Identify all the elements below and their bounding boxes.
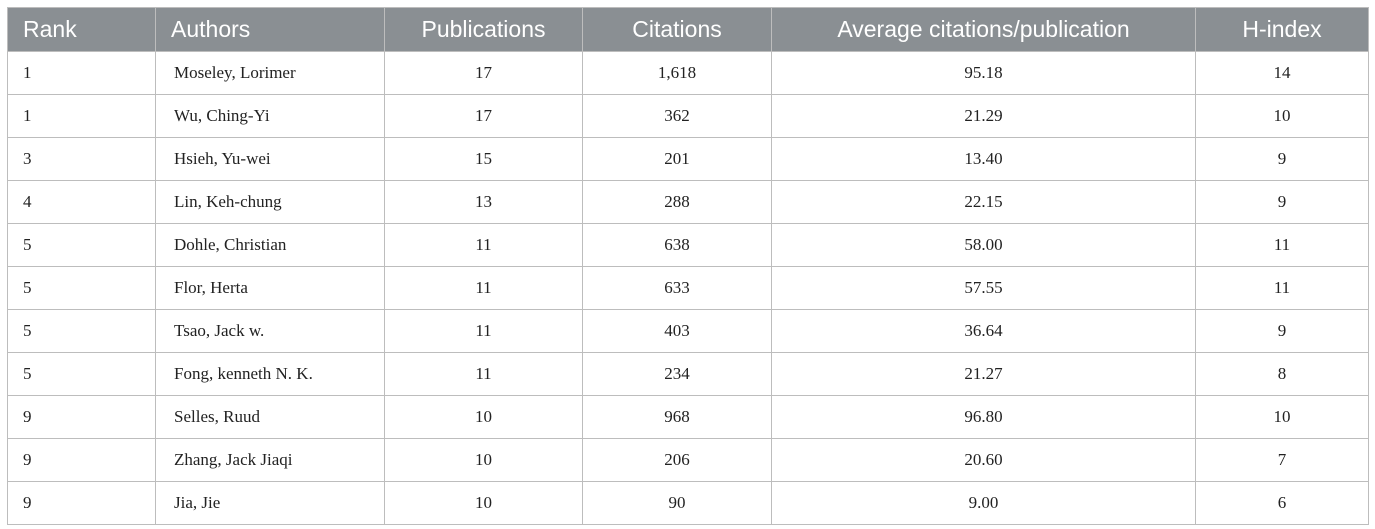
average-citations-cell: 58.00 (771, 223, 1196, 267)
table-row: 3 Hsieh, Yu-wei 15 201 13.40 9 (7, 137, 1369, 181)
citations-cell: 362 (582, 94, 772, 138)
author-cell: Tsao, Jack w. (155, 309, 385, 353)
h-index-cell: 10 (1195, 94, 1369, 138)
citations-cell: 403 (582, 309, 772, 353)
header-row: Rank Authors Publications Citations Aver… (7, 7, 1369, 52)
h-index-cell: 10 (1195, 395, 1369, 439)
average-citations-cell: 20.60 (771, 438, 1196, 482)
table-row: 1 Moseley, Lorimer 17 1,618 95.18 14 (7, 51, 1369, 95)
average-citations-cell: 57.55 (771, 266, 1196, 310)
average-citations-cell: 36.64 (771, 309, 1196, 353)
author-cell: Hsieh, Yu-wei (155, 137, 385, 181)
rank-cell: 3 (7, 137, 156, 181)
table-row: 9 Jia, Jie 10 90 9.00 6 (7, 481, 1369, 525)
table-row: 5 Dohle, Christian 11 638 58.00 11 (7, 223, 1369, 267)
table-header: Rank Authors Publications Citations Aver… (7, 7, 1369, 52)
publications-cell: 17 (384, 94, 583, 138)
citations-cell: 206 (582, 438, 772, 482)
citations-cell: 633 (582, 266, 772, 310)
table-row: 4 Lin, Keh-chung 13 288 22.15 9 (7, 180, 1369, 224)
header-average-citations: Average citations/publication (771, 7, 1196, 52)
header-rank: Rank (7, 7, 156, 52)
author-cell: Jia, Jie (155, 481, 385, 525)
h-index-cell: 9 (1195, 309, 1369, 353)
rank-cell: 9 (7, 481, 156, 525)
table-row: 5 Fong, kenneth N. K. 11 234 21.27 8 (7, 352, 1369, 396)
citations-cell: 968 (582, 395, 772, 439)
average-citations-cell: 21.29 (771, 94, 1196, 138)
rank-cell: 1 (7, 94, 156, 138)
h-index-cell: 9 (1195, 137, 1369, 181)
author-cell: Wu, Ching-Yi (155, 94, 385, 138)
table-body: 1 Moseley, Lorimer 17 1,618 95.18 14 1 Wu, Chin… (7, 51, 1369, 525)
table-row: 1 Wu, Ching-Yi 17 362 21.29 10 (7, 94, 1369, 138)
rank-cell: 4 (7, 180, 156, 224)
h-index-cell: 11 (1195, 223, 1369, 267)
publications-cell: 10 (384, 481, 583, 525)
citations-cell: 1,618 (582, 51, 772, 95)
author-cell: Flor, Herta (155, 266, 385, 310)
rank-cell: 5 (7, 266, 156, 310)
publications-cell: 17 (384, 51, 583, 95)
citations-cell: 234 (582, 352, 772, 396)
author-cell: Moseley, Lorimer (155, 51, 385, 95)
rank-cell: 9 (7, 438, 156, 482)
h-index-cell: 8 (1195, 352, 1369, 396)
average-citations-cell: 96.80 (771, 395, 1196, 439)
average-citations-cell: 9.00 (771, 481, 1196, 525)
publications-cell: 13 (384, 180, 583, 224)
author-cell: Fong, kenneth N. K. (155, 352, 385, 396)
author-cell: Lin, Keh-chung (155, 180, 385, 224)
table-row: 5 Flor, Herta 11 633 57.55 11 (7, 266, 1369, 310)
h-index-cell: 7 (1195, 438, 1369, 482)
header-h-index: H-index (1195, 7, 1369, 52)
author-cell: Selles, Ruud (155, 395, 385, 439)
author-cell: Dohle, Christian (155, 223, 385, 267)
h-index-cell: 6 (1195, 481, 1369, 525)
header-citations: Citations (582, 7, 772, 52)
average-citations-cell: 21.27 (771, 352, 1196, 396)
publications-cell: 11 (384, 266, 583, 310)
average-citations-cell: 95.18 (771, 51, 1196, 95)
h-index-cell: 11 (1195, 266, 1369, 310)
average-citations-cell: 22.15 (771, 180, 1196, 224)
header-publications: Publications (384, 7, 583, 52)
publications-cell: 11 (384, 352, 583, 396)
average-citations-cell: 13.40 (771, 137, 1196, 181)
table-row: 9 Zhang, Jack Jiaqi 10 206 20.60 7 (7, 438, 1369, 482)
table-row: 5 Tsao, Jack w. 11 403 36.64 9 (7, 309, 1369, 353)
rank-cell: 1 (7, 51, 156, 95)
h-index-cell: 14 (1195, 51, 1369, 95)
citations-cell: 90 (582, 481, 772, 525)
rank-cell: 5 (7, 352, 156, 396)
header-authors: Authors (155, 7, 385, 52)
citations-cell: 201 (582, 137, 772, 181)
authors-table: Rank Authors Publications Citations Aver… (7, 7, 1369, 525)
table-row: 9 Selles, Ruud 10 968 96.80 10 (7, 395, 1369, 439)
publications-cell: 10 (384, 438, 583, 482)
publications-cell: 11 (384, 309, 583, 353)
publications-cell: 10 (384, 395, 583, 439)
publications-cell: 15 (384, 137, 583, 181)
rank-cell: 9 (7, 395, 156, 439)
rank-cell: 5 (7, 309, 156, 353)
citations-cell: 638 (582, 223, 772, 267)
rank-cell: 5 (7, 223, 156, 267)
author-cell: Zhang, Jack Jiaqi (155, 438, 385, 482)
citations-cell: 288 (582, 180, 772, 224)
h-index-cell: 9 (1195, 180, 1369, 224)
publications-cell: 11 (384, 223, 583, 267)
